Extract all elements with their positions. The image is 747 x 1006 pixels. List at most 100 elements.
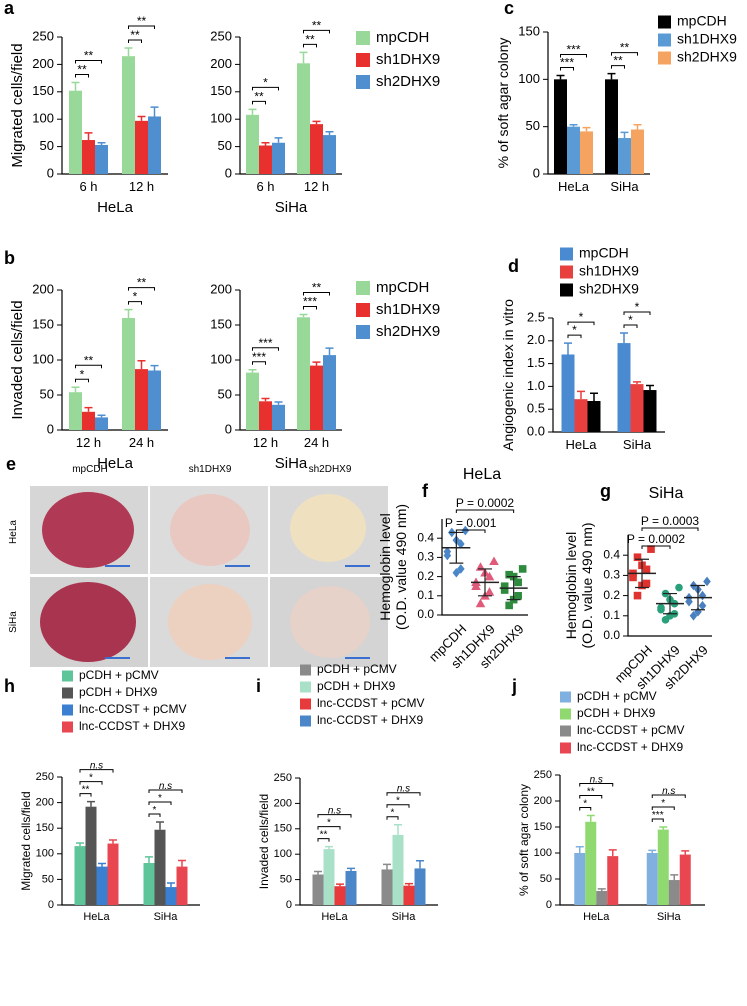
point (633, 591, 642, 600)
error-bar (137, 359, 146, 370)
significance-bracket (148, 813, 161, 818)
bar (96, 866, 108, 905)
point (698, 600, 707, 611)
significance-label: ** (620, 41, 630, 55)
y-tick-label: 0.0 (603, 628, 620, 642)
y-tick-label: 1.0 (527, 378, 545, 393)
legend-swatch (560, 265, 573, 279)
sd-bar (691, 584, 705, 611)
legend-label: sh1DHX9 (677, 31, 737, 47)
x-tick-label: HeLa (83, 911, 110, 923)
error-bar (299, 51, 308, 64)
bar (310, 124, 323, 174)
x-tick-label: 12 h (253, 435, 278, 450)
legend-swatch (658, 51, 671, 65)
significance-label: * (327, 818, 331, 829)
error-bar (383, 863, 391, 870)
bar (574, 399, 588, 432)
significance-label: * (391, 808, 395, 819)
significance-bracket (148, 801, 172, 806)
significance-label: * (572, 323, 577, 337)
error-bar (312, 120, 321, 125)
point (484, 587, 495, 596)
y-tick-label: 0.4 (603, 547, 620, 561)
bar (143, 863, 155, 905)
error-bar (633, 381, 641, 385)
point (505, 601, 513, 610)
error-bar (156, 821, 164, 830)
tumor (290, 494, 366, 562)
significance-bracket (317, 838, 330, 842)
bar (323, 135, 336, 174)
error-bar (633, 124, 642, 130)
bar (69, 90, 82, 174)
error-bar (167, 882, 175, 888)
y-tick-label: 2.5 (527, 309, 545, 324)
significance-label: ** (77, 62, 87, 76)
point (500, 582, 509, 590)
error-bar (261, 397, 270, 402)
error-bar (646, 384, 654, 391)
significance-label: * (158, 793, 162, 804)
significance-label: * (583, 799, 587, 810)
error-bar (681, 850, 690, 855)
column-label: sh1DHX9 (189, 464, 232, 475)
x-axis-label: HeLa (97, 199, 134, 216)
sd-bar (478, 568, 492, 597)
bar (310, 365, 323, 430)
legend-label: pCDH + DHX9 (577, 706, 656, 720)
bar (631, 129, 644, 174)
x-tick-label: SiHa (392, 911, 417, 923)
significance-bracket (128, 25, 155, 29)
bar (246, 372, 259, 430)
legend-label: sh2DHX9 (376, 73, 440, 90)
point (484, 571, 495, 581)
y-tick-label: 150 (518, 23, 540, 38)
legend-swatch (62, 670, 73, 682)
significance-label: ** (84, 353, 94, 367)
error-bar (608, 849, 617, 857)
x-tick-label: SiHa (623, 437, 652, 452)
significance-label: ** (137, 276, 147, 290)
bar (85, 806, 97, 905)
error-bar (124, 47, 133, 57)
y-tick-label: 0 (533, 165, 540, 180)
y-tick-label: 100 (210, 111, 232, 126)
significance-label: ** (84, 48, 94, 62)
point (689, 611, 698, 621)
error-bar (124, 308, 133, 318)
significance-bracket (303, 306, 317, 310)
x-axis-label: SiHa (275, 455, 308, 472)
legend-label: mpCDH (376, 279, 429, 296)
significance-bracket (386, 816, 399, 820)
sd-bar (506, 576, 521, 601)
bar (414, 868, 426, 905)
bar (323, 355, 336, 430)
error-bar (98, 862, 106, 867)
point (514, 578, 522, 587)
significance-bracket (75, 378, 89, 383)
point (475, 598, 486, 608)
significance-bracket (386, 804, 410, 808)
legend-label: lnc-CCDST + pCMV (79, 702, 186, 716)
bar (135, 369, 148, 430)
y-tick-label: 150 (32, 83, 54, 98)
error-bar (325, 131, 334, 136)
bar (403, 885, 415, 905)
bar (297, 63, 310, 174)
y-tick-label: 250 (210, 28, 232, 43)
significance-label: * (661, 798, 665, 809)
significance-label: P = 0.0002 (627, 532, 685, 546)
point (461, 525, 470, 536)
bar (259, 401, 272, 430)
legend-label: sh2DHX9 (376, 323, 440, 340)
x-tick-label: SiHa (154, 911, 179, 923)
error-bar (556, 74, 565, 80)
legend-label: lnc-CCDST + DHX9 (79, 719, 185, 733)
bar (69, 392, 82, 430)
legend-swatch (658, 33, 671, 47)
legend-swatch (356, 325, 370, 339)
significance-bracket (579, 795, 603, 799)
y-tick-label: 0.0 (417, 607, 434, 621)
significance-bracket (386, 792, 421, 796)
